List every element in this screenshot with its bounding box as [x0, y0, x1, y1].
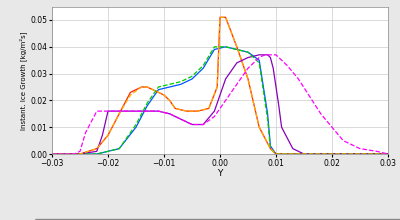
Legend: CFX-ICE -25C, CFX-ICE -10C, CFX-ICE -7.5C, FENSAP-ICE -25C, FENSAP-ICE -10C, FEN: CFX-ICE -25C, CFX-ICE -10C, CFX-ICE -7.5… [35, 219, 400, 220]
Y-axis label: Instant. Ice Growth [kg/m²s]: Instant. Ice Growth [kg/m²s] [20, 31, 27, 130]
X-axis label: Y: Y [217, 169, 223, 178]
